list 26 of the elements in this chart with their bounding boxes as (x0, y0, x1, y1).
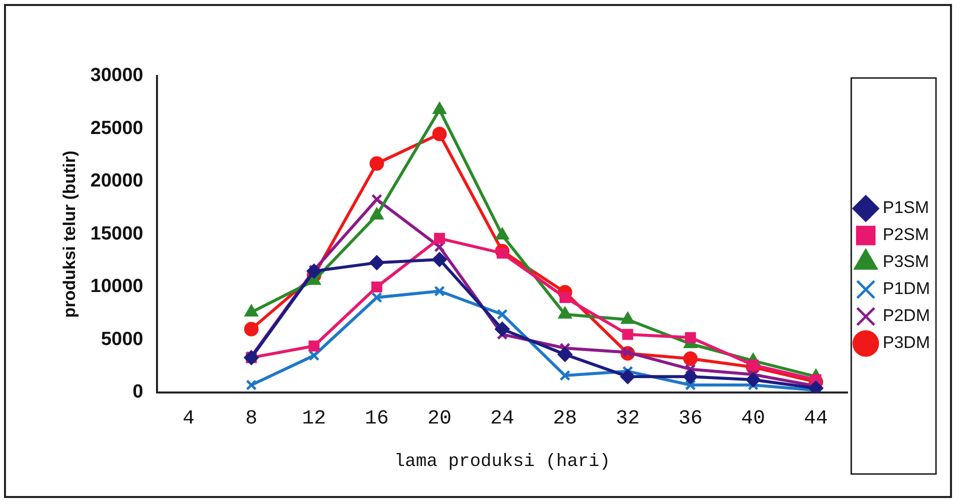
x-tick-label: 24 (490, 408, 514, 431)
x-tick-label: 28 (552, 408, 577, 431)
x-tick-label: 4 (182, 408, 195, 431)
x-tick-label: 16 (364, 408, 389, 431)
y-tick-label: 25000 (90, 118, 144, 139)
x-tick-label: 36 (678, 408, 702, 431)
y-axis-title: produksi telur (butir) (60, 150, 79, 318)
y-tick-label: 30000 (90, 65, 144, 86)
y-tick-label: 20000 (90, 170, 144, 192)
y-tick-label: 10000 (90, 276, 144, 298)
x-tick-label: 40 (741, 408, 766, 431)
x-tick-label: 44 (804, 408, 828, 431)
legend-label: P2SM (882, 225, 930, 244)
legend-label: P3SM (882, 252, 930, 272)
x-tick-label: 12 (302, 408, 326, 431)
y-tick-label: 0 (132, 382, 144, 403)
y-tick-label: 15000 (90, 223, 144, 244)
legend-label: P1DM (882, 279, 930, 298)
x-tick-label: 32 (616, 408, 640, 431)
x-tick-label: 8 (245, 408, 258, 431)
x-tick-label: 20 (428, 408, 452, 431)
legend-label: P1SM (882, 198, 930, 218)
legend-label: P3DM (882, 333, 930, 352)
x-axis-title: lama produksi (hari) (394, 452, 610, 472)
y-tick-label: 5000 (100, 328, 144, 350)
legend-label: P2DM (882, 306, 930, 326)
